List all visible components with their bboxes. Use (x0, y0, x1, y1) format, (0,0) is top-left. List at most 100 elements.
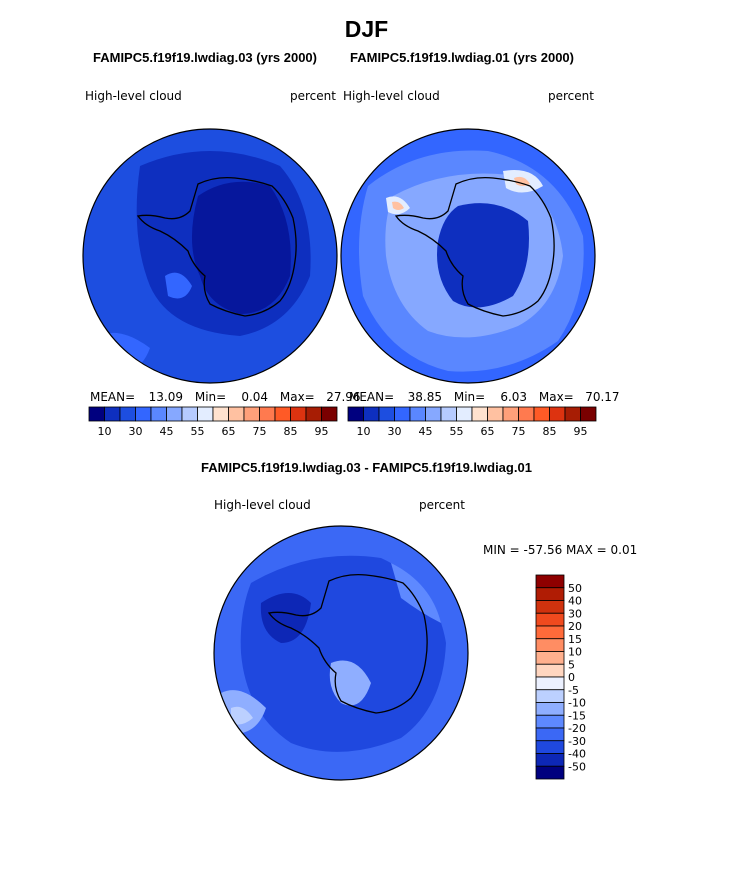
antarctica-coastline (136, 176, 297, 317)
right-colorbar-tick-label: 65 (481, 425, 495, 438)
difference-units-label: percent (419, 498, 465, 512)
left-colorbar-swatch (212, 406, 229, 422)
difference-colorbar-swatch (535, 676, 565, 691)
difference-colorbar-tick-label: -50 (568, 760, 586, 773)
difference-colorbar-tick-label: -5 (568, 684, 579, 697)
right-colorbar-tick-label: 85 (543, 425, 557, 438)
difference-colorbar-swatch (535, 663, 565, 678)
difference-minmax: MIN = -57.56 MAX = 0.01 (483, 543, 638, 557)
left-colorbar-swatch (150, 406, 167, 422)
right-mean-value: 38.85 (407, 390, 443, 404)
left-colorbar-swatch (197, 406, 214, 422)
right-min-value: 6.03 (500, 390, 528, 404)
right-colorbar-tick-label: 55 (450, 425, 464, 438)
left-colorbar-swatch (259, 406, 276, 422)
difference-colorbar-tick-label: -20 (568, 722, 586, 735)
left-mean-value: 13.09 (148, 390, 184, 404)
left-units-label: percent (290, 89, 336, 103)
map-field-peak (392, 201, 404, 210)
left-colorbar-swatch (104, 406, 121, 422)
difference-colorbar-swatch (535, 753, 565, 767)
difference-colorbar-tick-label: 40 (568, 595, 582, 608)
left-mean-label: MEAN= (90, 390, 136, 404)
left-stats: MEAN= 13.09 Min= 0.04 Max= 27.96 (90, 390, 361, 404)
left-colorbar-swatch (290, 406, 307, 422)
right-colorbar-swatch (409, 406, 426, 422)
antarctica-coastline (394, 176, 555, 317)
left-colorbar: 10 30 45 55 65 75 85 95 (88, 406, 338, 438)
right-colorbar: 10 30 45 55 65 75 85 95 (347, 406, 597, 438)
difference-colorbar-tick-label: 50 (568, 582, 582, 595)
difference-colorbar-tick-label: 5 (568, 658, 575, 671)
difference-colorbar-swatch (535, 638, 565, 652)
difference-polar-map (213, 525, 469, 781)
right-colorbar-swatch (502, 406, 519, 422)
left-colorbar-swatch (181, 406, 198, 422)
left-variable-label: High-level cloud (85, 89, 182, 103)
right-colorbar-swatch (456, 406, 473, 422)
right-variable-label: High-level cloud (343, 89, 440, 103)
map-field-peak (514, 176, 530, 186)
left-colorbar-tick-label: 85 (284, 425, 298, 438)
right-colorbar-swatch (580, 406, 597, 422)
left-colorbar-tick-label: 45 (160, 425, 174, 438)
difference-colorbar-swatch (535, 714, 565, 729)
right-colorbar-swatch (363, 406, 380, 422)
difference-colorbar-swatch (535, 765, 565, 780)
right-max-label: Max= (538, 390, 574, 404)
left-colorbar-tick-label: 95 (315, 425, 329, 438)
left-max-label: Max= (279, 390, 315, 404)
map-field-patch (165, 272, 192, 299)
map-boundary (213, 525, 469, 781)
right-colorbar-tick-label: 30 (388, 425, 402, 438)
difference-colorbar-tick-label: -10 (568, 697, 586, 710)
difference-colorbar-tick-label: 15 (568, 633, 582, 646)
right-colorbar-swatch (564, 406, 581, 422)
difference-colorbar-swatch (535, 600, 565, 614)
map-field-patch (391, 563, 441, 623)
difference-colorbar-tick-label: -15 (568, 709, 586, 722)
left-colorbar-tick-label: 55 (191, 425, 205, 438)
left-max-value: 27.96 (326, 390, 361, 404)
difference-colorbar-tick-label: -40 (568, 748, 586, 761)
right-colorbar-tick-label: 45 (419, 425, 433, 438)
difference-colorbar-swatch (535, 625, 565, 640)
right-polar-map (340, 128, 596, 384)
right-colorbar-swatch (471, 406, 488, 422)
left-colorbar-swatch (228, 406, 245, 422)
left-polar-map (82, 128, 338, 384)
right-units-label: percent (548, 89, 594, 103)
right-colorbar-swatch (533, 406, 550, 422)
left-colorbar-swatch (243, 406, 260, 422)
map-field-patch (231, 706, 253, 725)
difference-colorbar-swatch (535, 587, 565, 601)
left-colorbar-tick-label: 10 (98, 425, 112, 438)
difference-colorbar-tick-label: 0 (568, 671, 575, 684)
map-field-core (437, 203, 529, 308)
difference-panel-title: FAMIPC5.f19f19.lwdiag.03 - FAMIPC5.f19f1… (201, 460, 532, 475)
difference-colorbar-swatch (535, 702, 565, 716)
map-field-core (191, 181, 291, 314)
difference-colorbar-tick-label: 10 (568, 646, 582, 659)
left-min-label: Min= (194, 390, 227, 404)
right-colorbar-tick-label: 10 (357, 425, 371, 438)
right-colorbar-swatch (518, 406, 535, 422)
right-colorbar-swatch (394, 406, 411, 422)
difference-colorbar-tick-label: 20 (568, 620, 582, 633)
left-colorbar-swatch (274, 406, 291, 422)
right-colorbar-swatch (425, 406, 442, 422)
difference-colorbar-tick-label: -30 (568, 735, 586, 748)
left-colorbar-tick-label: 65 (222, 425, 236, 438)
difference-colorbar-swatch (535, 740, 565, 754)
right-colorbar-tick-label: 75 (512, 425, 526, 438)
left-colorbar-swatch (119, 406, 136, 422)
map-field-patch (329, 660, 371, 706)
difference-colorbar-swatch (535, 689, 565, 703)
left-colorbar-swatch (135, 406, 152, 422)
left-colorbar-swatch (305, 406, 322, 422)
left-colorbar-swatch (166, 406, 183, 422)
right-colorbar-swatch (440, 406, 457, 422)
map-boundary (82, 128, 338, 384)
difference-colorbar-swatch (535, 727, 565, 742)
